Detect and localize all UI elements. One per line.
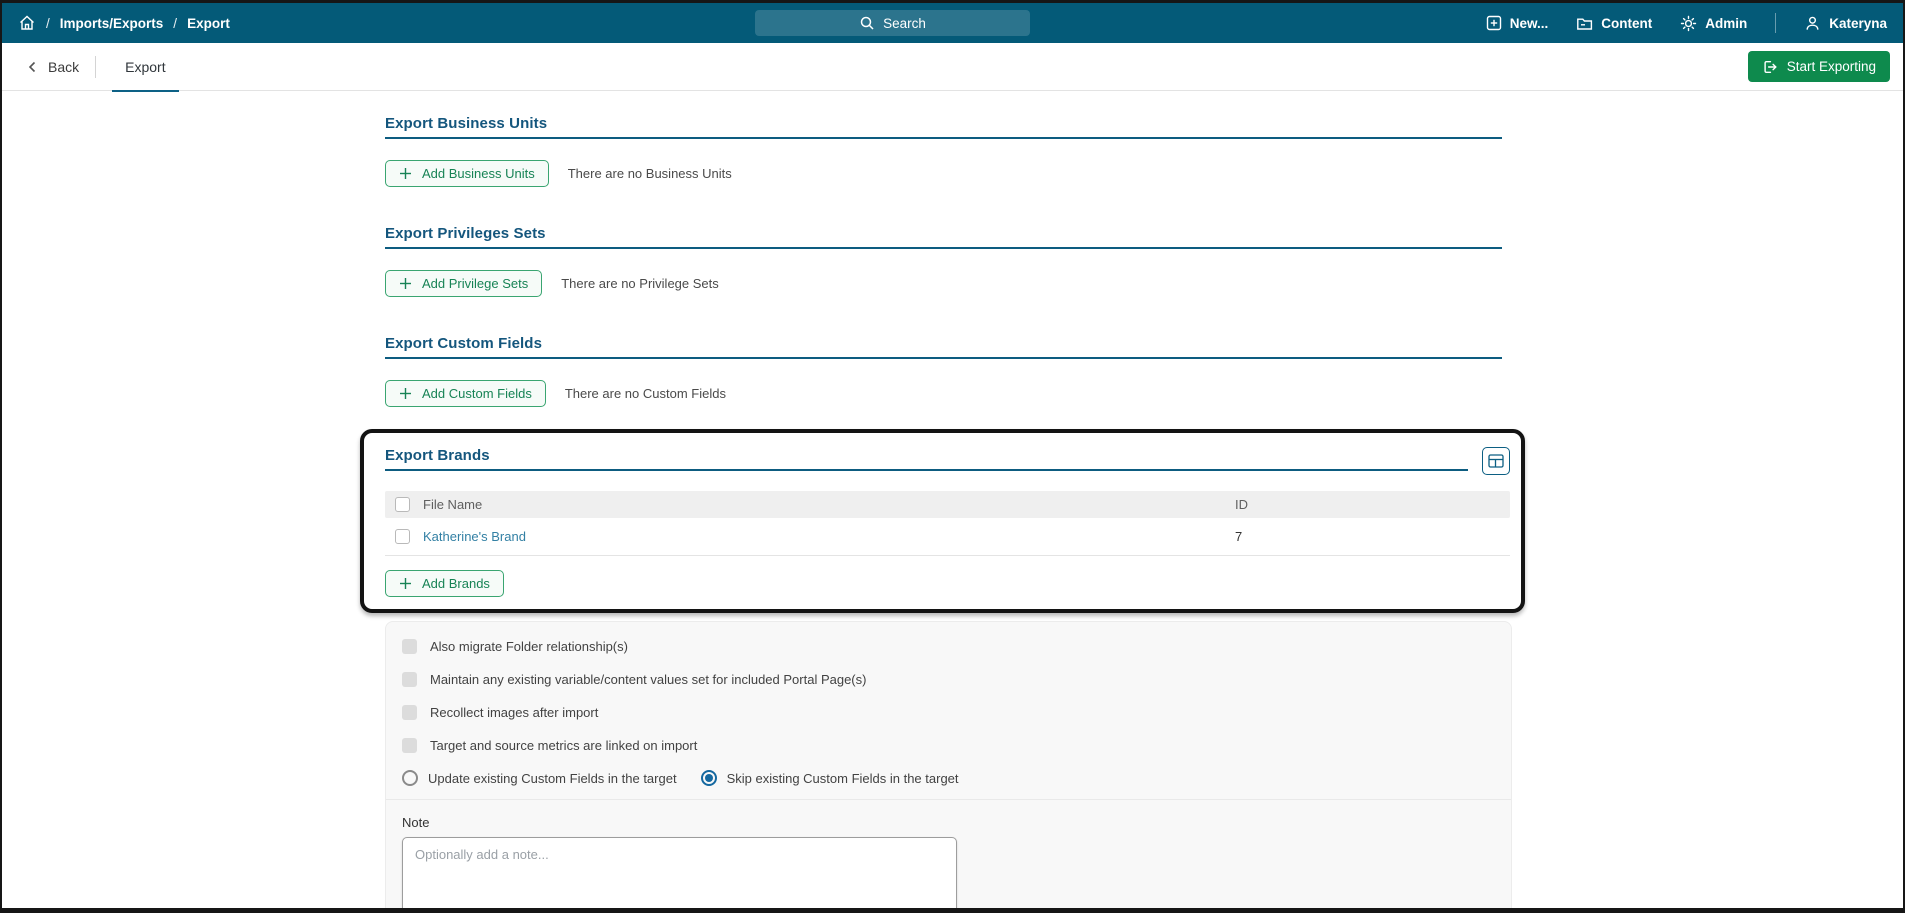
brands-table-header: File Name ID (385, 491, 1510, 518)
radio-item: Skip existing Custom Fields in the targe… (700, 770, 959, 786)
back-label: Back (48, 58, 80, 75)
content-menu-label: Content (1601, 15, 1653, 31)
section-rule (385, 137, 1502, 139)
update-custom-fields-radio[interactable] (402, 770, 418, 786)
section-title: Export Privileges Sets (385, 225, 546, 242)
new-menu-button[interactable]: New... (1486, 15, 1549, 31)
navbar-actions: New... Content (1486, 13, 1887, 33)
breadcrumb-parent[interactable]: Imports/Exports (59, 15, 164, 31)
breadcrumb-separator: / (173, 15, 178, 31)
user-menu-label: Kateryna (1829, 15, 1887, 31)
option-label: Recollect images after import (430, 704, 599, 720)
section-rule (385, 469, 1468, 471)
user-icon (1804, 15, 1821, 32)
plus-icon (399, 577, 412, 590)
note-section: Note (402, 800, 1495, 908)
note-textarea[interactable] (402, 837, 957, 908)
section-title: Export Custom Fields (385, 335, 543, 352)
toolbar-divider (95, 55, 97, 78)
export-form: Export Business Units Add Business Units… (360, 91, 1525, 908)
skip-custom-fields-radio[interactable] (700, 770, 717, 786)
recollect-images-checkbox[interactable] (402, 704, 417, 720)
content-menu-button[interactable]: Content (1576, 15, 1652, 32)
section-business-units: Export Business Units Add Business Units… (385, 115, 1502, 187)
plus-icon (399, 167, 412, 180)
row-checkbox[interactable] (395, 529, 410, 544)
section-custom-fields: Export Custom Fields Add Custom Fields T… (385, 335, 1502, 407)
add-business-units-button[interactable]: Add Business Units (385, 160, 549, 187)
add-custom-fields-button[interactable]: Add Custom Fields (385, 380, 546, 407)
section-privilege-sets: Export Privileges Sets Add Privilege Set… (385, 225, 1502, 297)
table-row: Katherine's Brand 7 (385, 518, 1510, 556)
option-label: Also migrate Folder relationship(s) (430, 638, 628, 654)
gear-icon (1680, 15, 1697, 32)
business-units-empty-text: There are no Business Units (567, 166, 732, 181)
select-all-checkbox[interactable] (395, 497, 410, 512)
column-header-file-name: File Name (423, 497, 483, 512)
add-business-units-label: Add Business Units (422, 166, 535, 181)
migrate-folder-checkbox[interactable] (402, 638, 417, 654)
back-button[interactable]: Back (26, 59, 79, 75)
plus-square-icon (1486, 15, 1502, 31)
section-title: Export Business Units (385, 115, 548, 132)
brand-id-value: 7 (1235, 529, 1243, 544)
radio-label: Update existing Custom Fields in the tar… (428, 770, 677, 786)
note-label: Note (402, 815, 430, 830)
add-privilege-sets-button[interactable]: Add Privilege Sets (385, 270, 543, 297)
global-search-button[interactable]: Search (755, 10, 1030, 36)
admin-menu-label: Admin (1705, 15, 1748, 31)
option-label: Target and source metrics are linked on … (430, 737, 698, 753)
new-menu-label: New... (1509, 15, 1549, 31)
maintain-variables-checkbox[interactable] (402, 671, 417, 687)
breadcrumb-separator: / (46, 15, 50, 31)
section-rule (385, 247, 1502, 249)
search-icon (859, 15, 875, 31)
add-privilege-sets-label: Add Privilege Sets (422, 276, 529, 291)
section-title: Export Brands (385, 447, 490, 464)
breadcrumb-current: Export (187, 15, 230, 31)
tab-export-label: Export (125, 58, 166, 75)
option-row: Recollect images after import (402, 702, 1495, 722)
admin-menu-button[interactable]: Admin (1680, 15, 1747, 32)
start-exporting-button[interactable]: Start Exporting (1747, 51, 1890, 82)
sub-toolbar: Back Export Start Exporting (2, 43, 1903, 92)
navbar-divider (1775, 13, 1777, 33)
privilege-sets-empty-text: There are no Privilege Sets (561, 276, 719, 291)
plus-icon (399, 387, 412, 400)
start-exporting-label: Start Exporting (1786, 59, 1876, 74)
user-menu-button[interactable]: Kateryna (1804, 15, 1887, 32)
custom-fields-radio-group: Update existing Custom Fields in the tar… (402, 768, 1495, 788)
table-icon (1487, 452, 1505, 470)
custom-fields-empty-text: There are no Custom Fields (564, 386, 726, 401)
radio-item: Update existing Custom Fields in the tar… (402, 770, 677, 786)
top-navbar: / Imports/Exports / Export Search New... (2, 3, 1903, 43)
add-custom-fields-label: Add Custom Fields (422, 386, 532, 401)
table-columns-button[interactable] (1482, 447, 1510, 475)
add-brands-label: Add Brands (422, 576, 490, 591)
radio-label: Skip existing Custom Fields in the targe… (726, 770, 959, 786)
search-label: Search (883, 15, 926, 31)
chevron-left-icon (26, 60, 40, 74)
brand-name-link[interactable]: Katherine's Brand (423, 529, 526, 544)
export-options-panel: Also migrate Folder relationship(s) Main… (385, 621, 1512, 908)
brands-table: File Name ID Katherine's Brand 7 (385, 491, 1510, 556)
folder-icon (1576, 15, 1593, 32)
link-metrics-checkbox[interactable] (402, 737, 417, 753)
panel-divider (386, 799, 1511, 800)
tab-export[interactable]: Export (112, 43, 180, 92)
section-rule (385, 357, 1502, 359)
export-icon (1762, 59, 1778, 75)
option-row: Maintain any existing variable/content v… (402, 669, 1495, 689)
breadcrumb: / Imports/Exports / Export (18, 14, 230, 32)
plus-icon (399, 277, 412, 290)
option-label: Maintain any existing variable/content v… (430, 671, 867, 687)
option-row: Target and source metrics are linked on … (402, 735, 1495, 755)
section-export-brands-highlighted: Export Brands File Name (360, 429, 1525, 613)
option-row: Also migrate Folder relationship(s) (402, 636, 1495, 656)
home-icon[interactable] (18, 14, 36, 32)
add-brands-button[interactable]: Add Brands (385, 570, 504, 597)
column-header-id: ID (1235, 497, 1248, 512)
